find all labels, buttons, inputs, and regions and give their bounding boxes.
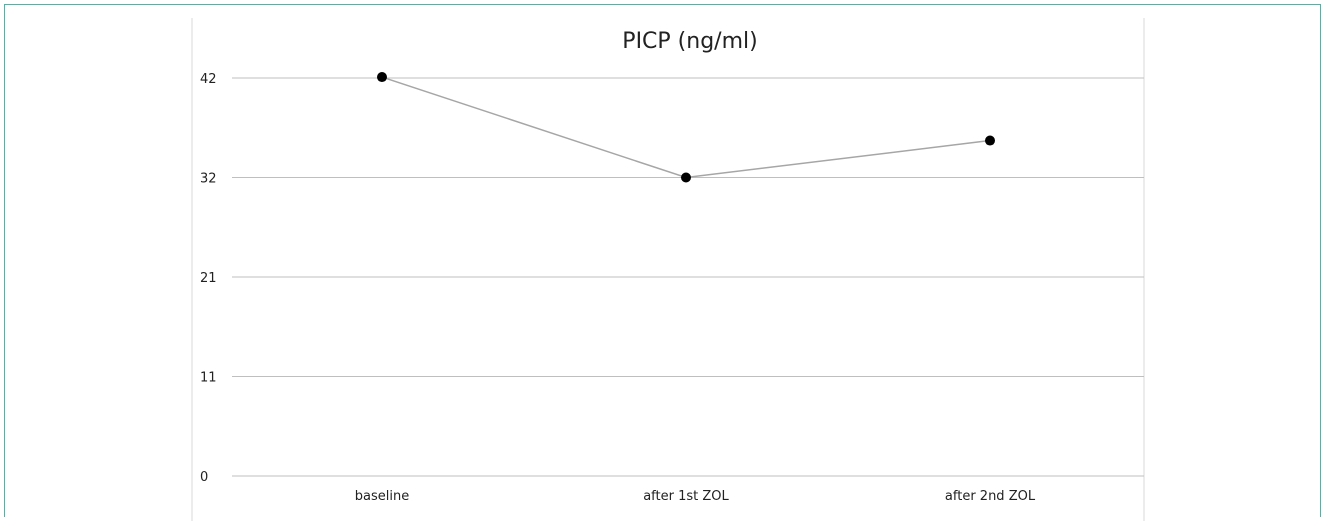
y-tick-label: 21 <box>200 271 217 286</box>
y-axis-ticks: 0 11 21 32 42 <box>200 72 217 485</box>
chart-title: PICP (ng/ml) <box>622 29 757 54</box>
figure-frame <box>4 4 1321 517</box>
x-category-label: after 1st ZOL <box>643 489 729 504</box>
gridlines <box>232 77 1144 477</box>
y-tick-label: 32 <box>200 172 217 187</box>
x-axis-categories: baseline after 1st ZOL after 2nd ZOL <box>355 489 1036 504</box>
y-tick-label: 11 <box>200 371 217 386</box>
data-point-marker <box>377 72 387 83</box>
y-tick-label: 0 <box>200 470 208 485</box>
series-line <box>381 76 991 179</box>
x-category-label: after 2nd ZOL <box>945 489 1036 504</box>
y-tick-label: 42 <box>200 72 217 87</box>
x-category-label: baseline <box>355 489 409 504</box>
data-point-marker <box>681 172 691 183</box>
data-point-marker <box>985 135 995 146</box>
series <box>377 72 995 183</box>
